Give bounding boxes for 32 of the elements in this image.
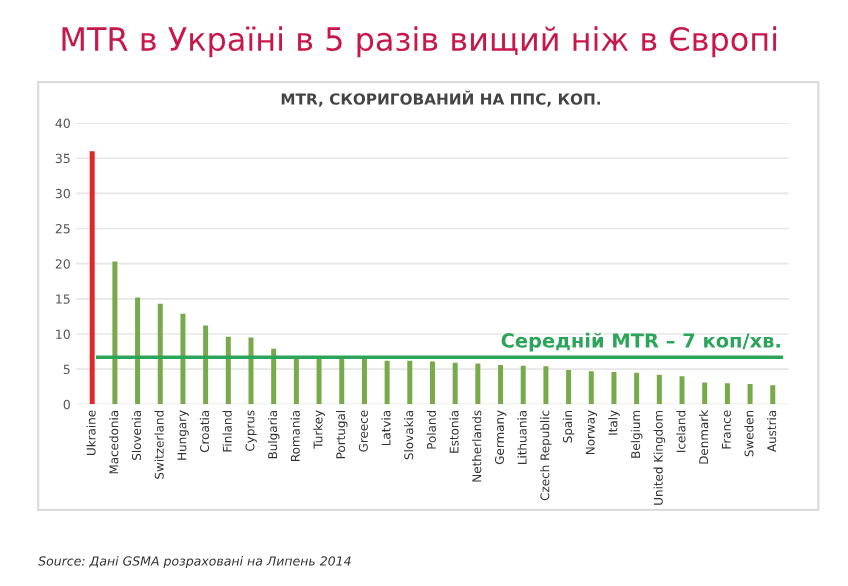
bar [747,383,753,405]
bar [429,361,435,405]
bar [520,365,526,405]
ref-line-label: Середній MTR – 7 коп/хв. [501,332,780,352]
bar [543,366,549,405]
bar [384,360,390,405]
bar [588,371,594,405]
bar [566,369,572,405]
bar [225,336,231,405]
bar [611,371,617,405]
bar [293,356,299,405]
bar [89,151,95,405]
bar [634,372,640,405]
bar [770,385,776,405]
bar [203,325,209,405]
bar [724,383,730,405]
bar [407,360,413,405]
bar [361,358,367,405]
bar [498,364,504,405]
bar [135,297,141,405]
bar [452,362,458,405]
bar [180,313,186,405]
bar [702,382,708,405]
bar [316,357,322,405]
bar [679,376,685,405]
bar [271,348,277,405]
bar [339,357,345,405]
bar [112,261,118,405]
bar [157,303,163,405]
chart-title: MTR в Україні в 5 разів вищий ніж в Європі [62,26,777,58]
bar [475,363,481,405]
bar [656,374,662,405]
